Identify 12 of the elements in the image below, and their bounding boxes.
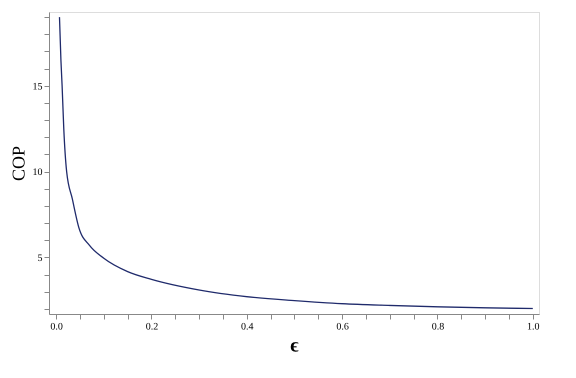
y-axis-title: COP — [8, 146, 28, 182]
x-tick-label: 1.0 — [527, 322, 540, 332]
x-tick-label: 0.0 — [50, 322, 63, 332]
line-series — [58, 16, 534, 310]
x-tick-label: 0.8 — [432, 322, 444, 332]
y-tick-label: 15 — [32, 81, 42, 92]
y-tick-label: 10 — [32, 167, 42, 178]
x-tick-label: 0.4 — [241, 322, 254, 332]
x-tick-label: 0.2 — [146, 322, 158, 332]
y-tick-label: 5 — [38, 252, 42, 264]
x-axis-title: ϵ — [290, 334, 300, 356]
x-tick-label: 0.6 — [336, 322, 349, 332]
